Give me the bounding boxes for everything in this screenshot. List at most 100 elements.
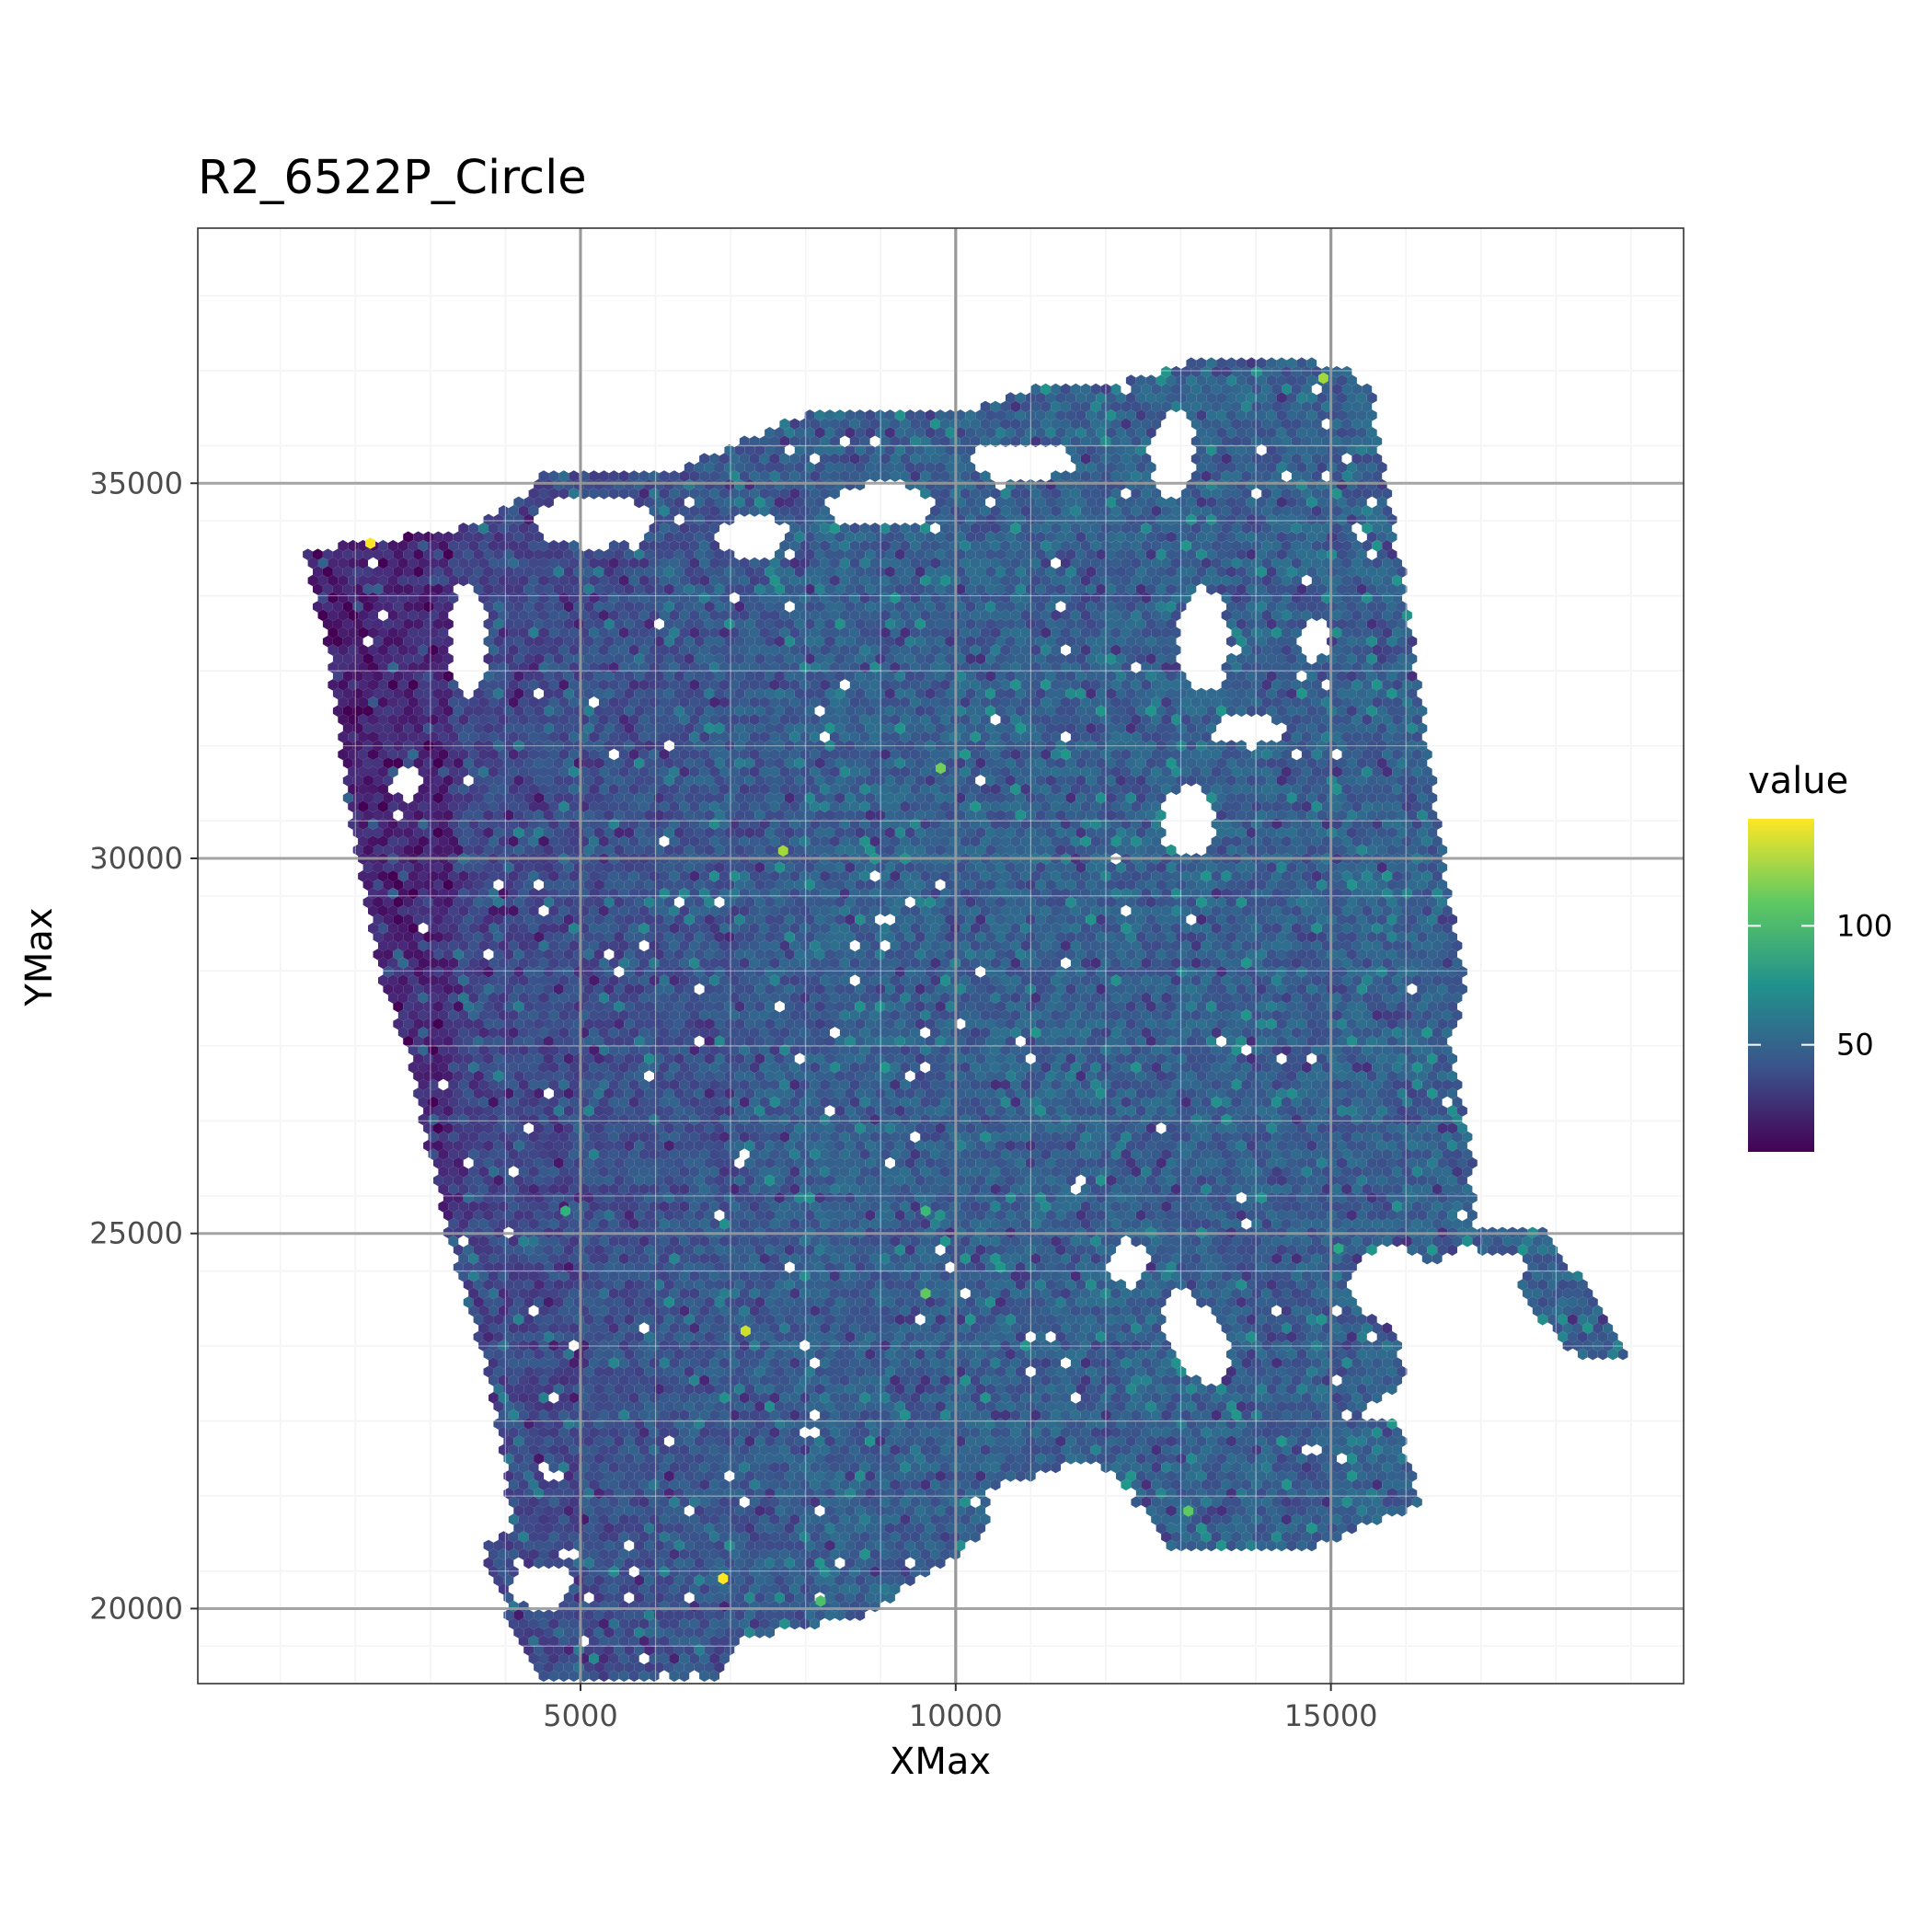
- hexbin-cell: [970, 418, 981, 431]
- hexbin-cell: [1382, 557, 1393, 569]
- hexbin-cell: [1282, 557, 1292, 569]
- hexbin-cell: [845, 427, 856, 439]
- hexbin-cell: [1125, 531, 1136, 543]
- hexbin-cell: [478, 574, 489, 587]
- hexbin-cell: [1196, 443, 1207, 456]
- hexbin-cell: [638, 470, 650, 482]
- hexbin-cell: [820, 453, 830, 465]
- hexbin-cell: [1010, 418, 1021, 431]
- hexbin-cell: [1110, 383, 1121, 396]
- hexbin-cell: [865, 409, 876, 421]
- hexbin-cell: [1041, 488, 1052, 500]
- hexbin-cell: [478, 523, 489, 535]
- hexbin-cell: [1341, 470, 1352, 482]
- hexbin-cell: [1166, 496, 1177, 509]
- hexbin-cell: [1161, 539, 1171, 552]
- hexbin-cell: [1020, 435, 1031, 448]
- hexbin-cell: [1286, 531, 1297, 543]
- hexbin-cell: [1261, 418, 1272, 431]
- hexbin-cell: [970, 505, 981, 517]
- hexbin-cell: [669, 488, 680, 500]
- hexbin-cell: [1196, 392, 1207, 404]
- hexbin-cell: [794, 461, 805, 474]
- hexbin-cell: [985, 427, 995, 439]
- hexbin-cell: [599, 488, 609, 500]
- hexbin-cell: [1211, 418, 1222, 431]
- hexbin-cell: [1206, 566, 1217, 578]
- hexbin-cell: [1282, 383, 1292, 396]
- hexbin-cell: [1121, 523, 1132, 535]
- hexbin-cell: [1376, 513, 1387, 526]
- hexbin-cell: [970, 539, 981, 552]
- hexbin-cell: [1282, 523, 1292, 535]
- hexbin-cell: [644, 496, 654, 509]
- hexbin-cell: [1075, 548, 1087, 560]
- hexbin-cell: [378, 574, 388, 587]
- hexbin-cell: [1311, 453, 1322, 465]
- hexbin-cell: [1216, 531, 1226, 543]
- hexbin-cell: [1100, 435, 1111, 448]
- hexbin-cell: [478, 539, 489, 552]
- hexbin-cell: [669, 574, 680, 587]
- hexbin-cell: [1176, 548, 1187, 560]
- hexbin-cell: [1251, 523, 1262, 535]
- hexbin-cell: [820, 470, 830, 482]
- hexbin-cell: [1271, 383, 1282, 396]
- hexbin-cell: [820, 418, 830, 431]
- hexbin-cell: [820, 505, 830, 517]
- hexbin-cell: [945, 409, 956, 421]
- hexbin-cell: [1386, 548, 1397, 560]
- hexbin-cell: [1135, 548, 1146, 560]
- hexbin-cell: [473, 531, 484, 543]
- hexbin-cell: [1201, 539, 1212, 552]
- hexbin-cell: [1100, 574, 1111, 587]
- hexbin-cell: [1362, 539, 1373, 552]
- hexbin-cell: [1386, 583, 1397, 595]
- hexbin-cell: [1176, 496, 1187, 509]
- hexbin-cell: [1110, 488, 1121, 500]
- hexbin-cell: [644, 531, 654, 543]
- hexbin-cell: [397, 592, 408, 604]
- hexbin-cell: [1241, 557, 1252, 569]
- hexbin-cell: [654, 548, 664, 560]
- hexbin-cell: [1156, 513, 1167, 526]
- hexbin-cell: [1055, 566, 1066, 578]
- hexbin-cell: [689, 557, 700, 569]
- hexbin-cell: [1131, 400, 1142, 413]
- hexbin-cell: [1266, 427, 1277, 439]
- hexbin-cell: [638, 557, 650, 569]
- hexbin-cell: [1221, 470, 1232, 482]
- hexbin-cell: [980, 435, 991, 448]
- hexbin-cell: [1266, 531, 1277, 543]
- hexbin-cell: [1100, 418, 1111, 431]
- hexbin-cell: [789, 418, 800, 431]
- hexbin-cell: [859, 574, 870, 587]
- hexbin-cell: [1156, 566, 1167, 578]
- hexbin-cell: [1251, 400, 1262, 413]
- hexbin-cell: [403, 566, 414, 578]
- hexbin-cell: [1362, 557, 1373, 569]
- hexbin-cell: [553, 548, 564, 560]
- hexbin-cell: [1141, 383, 1152, 396]
- hexbin-cell: [799, 539, 811, 552]
- hexbin-cell: [694, 513, 705, 526]
- hexbin-cell: [920, 574, 931, 587]
- hexbin-cell: [1186, 374, 1197, 386]
- hexbin-cell: [1125, 566, 1136, 578]
- hexbin-cell: [704, 496, 715, 509]
- hexbin-cell: [1096, 566, 1107, 578]
- hexbin-cell: [1296, 357, 1307, 369]
- hexbin-cell: [1000, 574, 1011, 587]
- hexbin-cell: [1251, 383, 1262, 396]
- hexbin-cell: [1301, 383, 1312, 396]
- hexbin-cell: [483, 583, 494, 595]
- hexbin-cell: [1256, 496, 1267, 509]
- hexbin-cell: [378, 539, 388, 552]
- hexbin-cell: [508, 574, 519, 587]
- hexbin-cell: [1161, 574, 1171, 587]
- hexbin-cell: [1276, 427, 1287, 439]
- hexbin-cell: [1351, 539, 1363, 552]
- hexbin-cell: [904, 566, 915, 578]
- hexbin-cell: [1337, 374, 1347, 386]
- hexbin-cell: [814, 531, 825, 543]
